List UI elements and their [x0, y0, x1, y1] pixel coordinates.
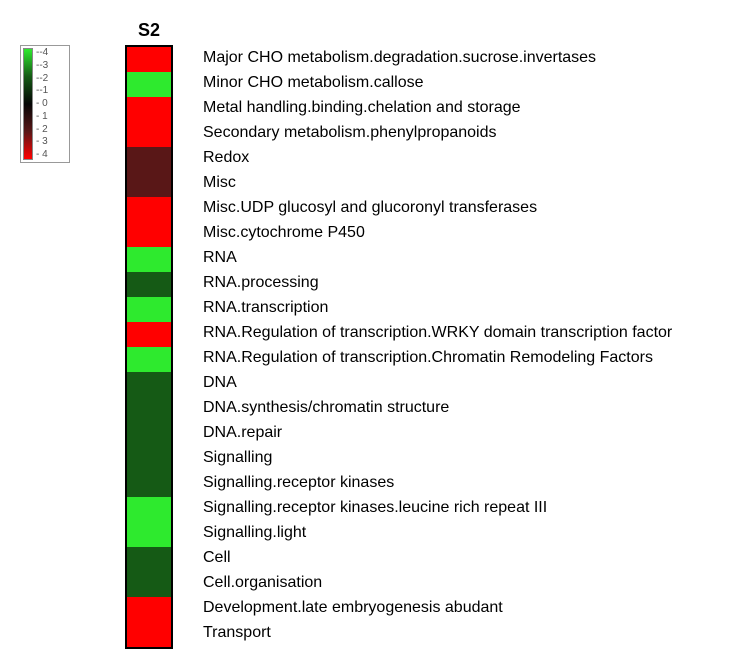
row-label: Signalling.receptor kinases.leucine rich… — [203, 495, 672, 520]
heatmap-cell — [127, 597, 171, 622]
row-label: Major CHO metabolism.degradation.sucrose… — [203, 45, 672, 70]
heatmap-cell — [127, 372, 171, 397]
row-label: Cell — [203, 545, 672, 570]
heatmap-cell — [127, 147, 171, 172]
heatmap-section: S2 Major CHO metabolism.degradation.sucr… — [125, 20, 672, 649]
heatmap-cell — [127, 272, 171, 297]
heatmap-cell — [127, 572, 171, 597]
heatmap-cell — [127, 247, 171, 272]
rows-wrapper: Major CHO metabolism.degradation.sucrose… — [125, 45, 672, 649]
row-label: Transport — [203, 620, 672, 645]
row-label: RNA.Regulation of transcription.WRKY dom… — [203, 320, 672, 345]
legend-tick: - 4 — [36, 150, 48, 160]
heatmap-cell — [127, 97, 171, 122]
row-label: Signalling.receptor kinases — [203, 470, 672, 495]
row-label: RNA.transcription — [203, 295, 672, 320]
heatmap-cell — [127, 122, 171, 147]
row-label: DNA.repair — [203, 420, 672, 445]
cells-column — [125, 45, 173, 649]
legend-gradient — [23, 48, 33, 160]
row-label: Misc.UDP glucosyl and glucoronyl transfe… — [203, 195, 672, 220]
row-label: Signalling — [203, 445, 672, 470]
legend-tick: --3 — [36, 61, 48, 71]
row-label: Misc — [203, 170, 672, 195]
legend-tick: --2 — [36, 74, 48, 84]
heatmap-cell — [127, 347, 171, 372]
row-label: Metal handling.binding.chelation and sto… — [203, 95, 672, 120]
row-label: RNA — [203, 245, 672, 270]
legend-tick: - 1 — [36, 112, 48, 122]
row-label: Development.late embryogenesis abudant — [203, 595, 672, 620]
heatmap-cell — [127, 497, 171, 522]
heatmap-cell — [127, 522, 171, 547]
heatmap-cell — [127, 72, 171, 97]
heatmap-container: --4 --3 --2 --1 - 0 - 1 - 2 - 3 - 4 S2 Major CHO… — [20, 20, 736, 649]
heatmap-cell — [127, 422, 171, 447]
heatmap-cell — [127, 47, 171, 72]
labels-column: Major CHO metabolism.degradation.sucrose… — [203, 45, 672, 649]
row-label: Signalling.light — [203, 520, 672, 545]
heatmap-cell — [127, 472, 171, 497]
row-label: RNA.processing — [203, 270, 672, 295]
heatmap-cell — [127, 172, 171, 197]
row-label: Cell.organisation — [203, 570, 672, 595]
heatmap-cell — [127, 622, 171, 647]
row-label: DNA — [203, 370, 672, 395]
legend-tick: - 0 — [36, 99, 48, 109]
heatmap-cell — [127, 222, 171, 247]
heatmap-cell — [127, 197, 171, 222]
heatmap-cell — [127, 322, 171, 347]
legend-tick: --4 — [36, 48, 48, 58]
row-label: Misc.cytochrome P450 — [203, 220, 672, 245]
heatmap-cell — [127, 397, 171, 422]
legend-tick: - 2 — [36, 125, 48, 135]
row-label: RNA.Regulation of transcription.Chromati… — [203, 345, 672, 370]
legend-tick: - 3 — [36, 137, 48, 147]
heatmap-cell — [127, 447, 171, 472]
row-label: Redox — [203, 145, 672, 170]
legend-tick: --1 — [36, 86, 48, 96]
row-label: DNA.synthesis/chromatin structure — [203, 395, 672, 420]
row-label: Secondary metabolism.phenylpropanoids — [203, 120, 672, 145]
column-header: S2 — [125, 20, 173, 41]
color-legend: --4 --3 --2 --1 - 0 - 1 - 2 - 3 - 4 — [20, 45, 70, 163]
heatmap-cell — [127, 297, 171, 322]
heatmap-cell — [127, 547, 171, 572]
row-label: Minor CHO metabolism.callose — [203, 70, 672, 95]
legend-ticks: --4 --3 --2 --1 - 0 - 1 - 2 - 3 - 4 — [36, 48, 48, 160]
